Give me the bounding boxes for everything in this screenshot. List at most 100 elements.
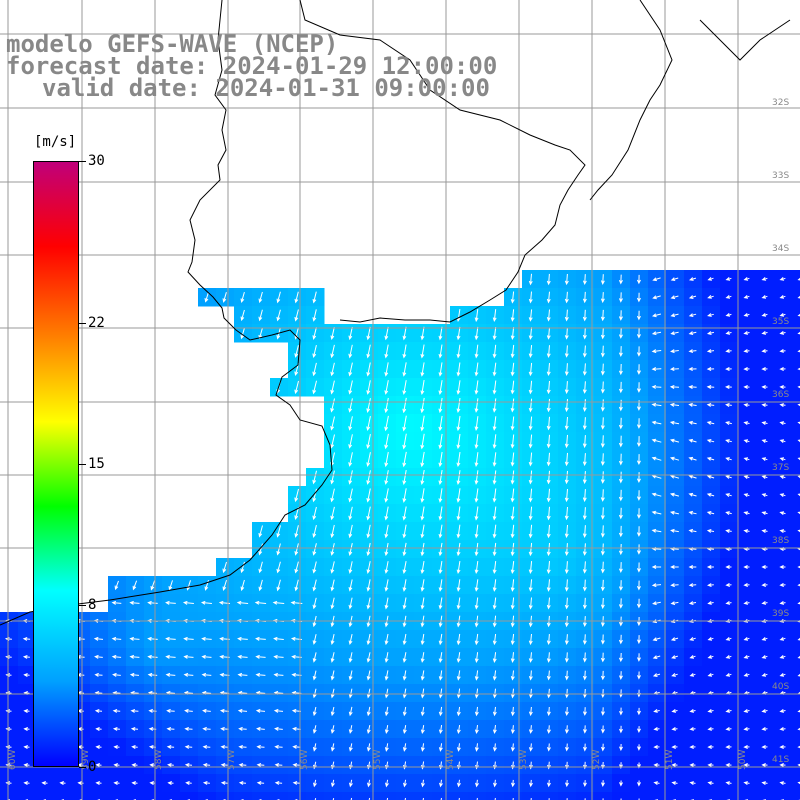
- wind-speed-cell: [36, 792, 55, 800]
- wind-arrow: [439, 779, 443, 788]
- latitude-label: 34S: [772, 244, 789, 254]
- wind-arrow: [366, 724, 371, 735]
- wind-arrow: [130, 709, 139, 713]
- wind-arrow: [474, 652, 479, 663]
- wind-arrow: [168, 580, 173, 591]
- longitude-labels: 60W 59W 58W 57W 56W 55W 54W 53W 52W 51W 50W: [8, 750, 748, 770]
- wind-arrow: [237, 654, 248, 659]
- wind-arrow: [725, 745, 732, 749]
- wind-arrow: [582, 707, 587, 716]
- wind-arrow: [113, 763, 120, 768]
- wind-speed-cell: [792, 324, 800, 343]
- wind-arrow: [671, 781, 678, 786]
- wind-arrow: [688, 474, 697, 479]
- wind-arrow: [528, 452, 533, 467]
- wind-arrow: [255, 708, 266, 713]
- wind-arrow: [546, 380, 551, 395]
- wind-arrow: [797, 277, 800, 281]
- wind-arrow: [528, 398, 533, 413]
- wind-arrow: [366, 506, 371, 521]
- wind-arrow: [166, 745, 175, 749]
- wind-arrow: [456, 597, 461, 610]
- wind-arrow: [761, 655, 768, 659]
- wind-arrow: [420, 542, 425, 557]
- wind-arrow: [312, 670, 317, 681]
- wind-arrow: [474, 362, 479, 377]
- wind-arrow: [330, 725, 335, 734]
- wind-arrow: [510, 597, 515, 610]
- wind-arrow: [420, 362, 425, 377]
- wind-arrow: [492, 309, 497, 322]
- wind-arrow: [618, 435, 623, 448]
- wind-speed-cell: [792, 792, 800, 800]
- wind-arrow: [510, 488, 515, 503]
- wind-arrow: [743, 673, 750, 677]
- wind-arrow: [438, 344, 443, 359]
- colorbar-tick: [79, 767, 86, 768]
- wind-arrow: [384, 670, 389, 681]
- wind-arrow: [725, 600, 732, 605]
- wind-arrow: [330, 652, 335, 663]
- wind-arrow: [492, 688, 497, 699]
- wind-arrow: [670, 313, 679, 318]
- wind-arrow: [546, 291, 551, 304]
- wind-arrow: [670, 637, 679, 641]
- wind-arrow: [314, 797, 317, 800]
- wind-arrow: [420, 579, 425, 592]
- wind-arrow: [725, 511, 732, 515]
- wind-arrow: [438, 706, 443, 717]
- wind-arrow: [761, 781, 768, 786]
- wind-arrow: [147, 672, 158, 677]
- wind-arrow: [706, 493, 715, 497]
- wind-arrow: [312, 380, 317, 395]
- wind-arrow: [706, 367, 715, 371]
- wind-arrow: [743, 493, 750, 497]
- wind-arrow: [602, 798, 604, 800]
- wind-arrow: [761, 726, 768, 731]
- wind-arrow: [456, 633, 461, 646]
- wind-arrow: [23, 781, 30, 786]
- wind-arrow: [384, 524, 389, 539]
- wind-speed-cell: [792, 378, 800, 397]
- wind-arrow: [600, 292, 605, 304]
- wind-arrow: [618, 598, 623, 609]
- wind-arrow: [600, 561, 605, 574]
- wind-arrow: [779, 493, 786, 497]
- wind-arrow: [564, 327, 569, 340]
- wind-arrow: [797, 421, 800, 425]
- wind-arrow: [779, 457, 786, 461]
- wind-arrow: [761, 529, 768, 534]
- wind-arrow: [366, 452, 371, 467]
- wind-arrow: [385, 779, 389, 788]
- wind-arrow: [671, 726, 678, 731]
- wind-arrow: [600, 345, 605, 358]
- wind-arrow: [456, 652, 461, 663]
- wind-arrow: [312, 725, 317, 734]
- wind-arrow: [600, 417, 605, 430]
- wind-arrow: [743, 709, 750, 713]
- wind-arrow: [779, 781, 786, 786]
- longitude-label: 56W: [300, 750, 310, 770]
- wind-arrow: [688, 510, 697, 515]
- wind-arrow: [330, 470, 335, 485]
- wind-arrow: [528, 688, 533, 699]
- wind-speed-cell: [756, 792, 775, 800]
- wind-arrow: [688, 601, 697, 605]
- wind-arrow: [797, 403, 800, 407]
- wind-arrow: [706, 511, 715, 515]
- wind-arrow: [330, 670, 335, 681]
- wind-arrow: [332, 797, 335, 800]
- wind-arrow: [761, 385, 768, 390]
- wind-arrow: [492, 633, 497, 646]
- wind-arrow: [402, 688, 407, 699]
- wind-arrow: [564, 470, 569, 485]
- wind-arrow: [201, 672, 212, 677]
- wind-speed-cell: [288, 792, 307, 800]
- wind-arrow: [330, 524, 335, 539]
- wind-arrow: [384, 380, 389, 395]
- wind-arrow: [330, 416, 335, 431]
- wind-arrow: [456, 452, 461, 468]
- wind-arrow: [255, 672, 266, 677]
- wind-speed-cell: [360, 792, 379, 800]
